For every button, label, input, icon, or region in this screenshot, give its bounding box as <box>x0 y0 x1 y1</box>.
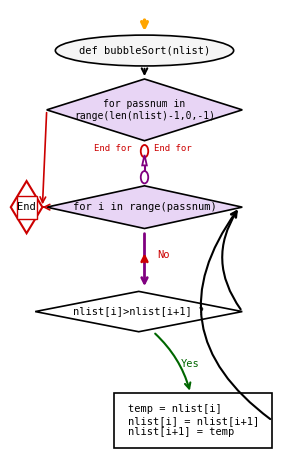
Text: for passnum in
range(len(nlist)-1,0,-1): for passnum in range(len(nlist)-1,0,-1) <box>74 99 215 120</box>
Circle shape <box>141 171 148 183</box>
Text: End for: End for <box>94 144 132 153</box>
Polygon shape <box>47 79 242 141</box>
Polygon shape <box>47 186 242 228</box>
Polygon shape <box>142 155 147 165</box>
FancyBboxPatch shape <box>16 196 37 219</box>
Text: def bubbleSort(nlist): def bubbleSort(nlist) <box>79 46 210 56</box>
Ellipse shape <box>55 35 234 66</box>
Text: End: End <box>17 202 36 212</box>
Text: No: No <box>157 250 169 260</box>
Text: temp = nlist[i]
nlist[i] = nlist[i+1]
nlist[i+1] = temp: temp = nlist[i] nlist[i] = nlist[i+1] nl… <box>128 404 259 437</box>
Text: End for: End for <box>154 144 192 153</box>
Text: Yes: Yes <box>181 359 200 369</box>
Polygon shape <box>11 181 42 233</box>
Polygon shape <box>35 291 242 332</box>
Circle shape <box>141 145 148 157</box>
FancyBboxPatch shape <box>114 394 273 448</box>
Text: nlist[i]>nlist[i+1] ?: nlist[i]>nlist[i+1] ? <box>73 307 204 317</box>
Text: for i in range(passnum): for i in range(passnum) <box>73 202 216 212</box>
